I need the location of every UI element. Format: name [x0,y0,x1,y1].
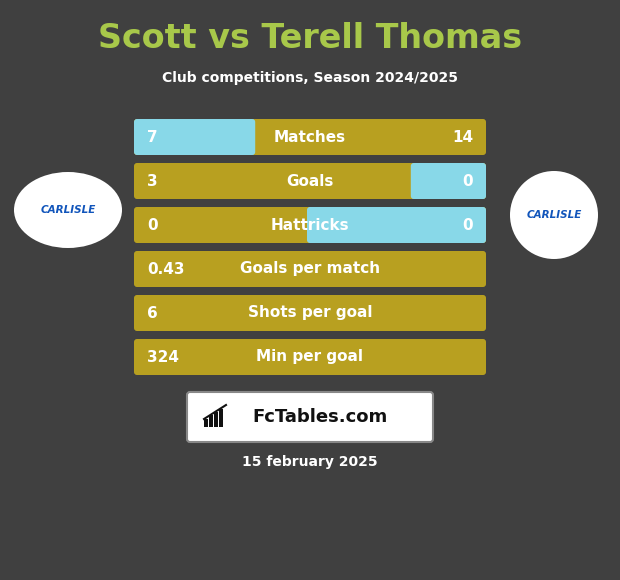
Text: 7: 7 [147,129,157,144]
Text: Goals per match: Goals per match [240,262,380,277]
FancyBboxPatch shape [134,251,486,287]
FancyBboxPatch shape [307,207,486,243]
FancyBboxPatch shape [134,119,255,155]
Text: Shots per goal: Shots per goal [248,306,372,321]
Ellipse shape [14,172,122,248]
Ellipse shape [510,171,598,259]
Bar [214,412,218,427]
Text: CARLISLE: CARLISLE [40,205,95,215]
FancyBboxPatch shape [134,339,486,375]
FancyBboxPatch shape [187,392,433,442]
FancyBboxPatch shape [134,163,486,199]
Bar [209,415,213,427]
Text: Goals: Goals [286,173,334,188]
FancyBboxPatch shape [134,119,486,155]
Text: 0: 0 [463,173,473,188]
FancyBboxPatch shape [134,207,486,243]
Text: FcTables.com: FcTables.com [252,408,388,426]
Text: 0: 0 [147,218,157,233]
Bar [204,419,208,427]
Text: 0: 0 [463,218,473,233]
Text: 6: 6 [147,306,157,321]
Bar [219,409,223,427]
FancyBboxPatch shape [411,163,486,199]
Text: 324: 324 [147,350,179,364]
Text: 0.43: 0.43 [147,262,185,277]
Text: Min per goal: Min per goal [257,350,363,364]
Text: Club competitions, Season 2024/2025: Club competitions, Season 2024/2025 [162,71,458,85]
Text: Matches: Matches [274,129,346,144]
Text: 3: 3 [147,173,157,188]
Text: 14: 14 [452,129,473,144]
Text: Hattricks: Hattricks [271,218,349,233]
Text: Scott vs Terell Thomas: Scott vs Terell Thomas [98,21,522,55]
Text: 15 february 2025: 15 february 2025 [242,455,378,469]
FancyBboxPatch shape [134,295,486,331]
Text: CARLISLE: CARLISLE [526,210,582,220]
